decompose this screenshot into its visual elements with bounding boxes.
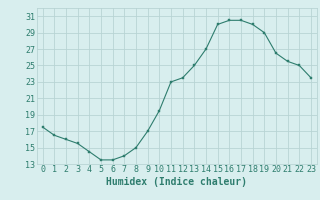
X-axis label: Humidex (Indice chaleur): Humidex (Indice chaleur) (106, 177, 247, 187)
